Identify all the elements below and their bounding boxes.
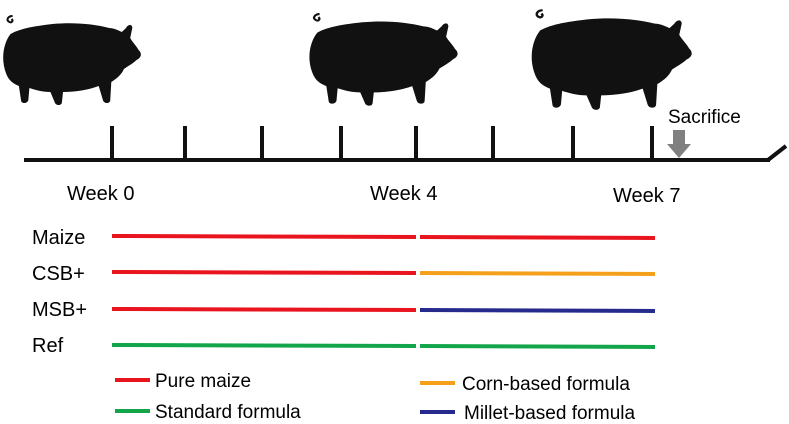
week-label-0: Week 0 xyxy=(67,183,134,205)
down-arrow-icon xyxy=(667,130,691,158)
legend-label: Corn-based formula xyxy=(462,374,630,395)
group-label: Ref xyxy=(32,335,64,357)
legend-label: Millet-based formula xyxy=(464,403,635,424)
group-row-maize: Maize xyxy=(32,227,656,249)
group-label: MSB+ xyxy=(32,299,87,321)
diet-segment-phase2 xyxy=(419,235,656,240)
legend-label: Standard formula xyxy=(155,402,301,423)
pig-week0-icon xyxy=(2,14,142,107)
pig-week7-icon xyxy=(530,9,693,112)
pig-week4-icon xyxy=(308,12,459,107)
legend-label: Pure maize xyxy=(155,371,251,392)
group-row-ref: Ref xyxy=(32,335,656,357)
diet-segment-phase2 xyxy=(419,344,656,349)
diet-segment-phase2 xyxy=(419,308,656,313)
diet-segment-phase1 xyxy=(111,270,417,275)
diet-segment-phase1 xyxy=(111,234,417,239)
diet-segment-phase1 xyxy=(111,307,417,312)
diet-segment-phase1 xyxy=(111,343,417,348)
group-label: Maize xyxy=(32,227,85,249)
sacrifice-label: Sacrifice xyxy=(668,107,741,128)
week-label-7: Week 7 xyxy=(613,185,680,207)
group-label: CSB+ xyxy=(32,263,85,285)
group-row-csb: CSB+ xyxy=(32,263,656,285)
timeline: Week 0 Week 4 Week 7 xyxy=(24,126,788,207)
group-row-msb: MSB+ xyxy=(32,299,656,321)
week-label-4: Week 4 xyxy=(370,183,437,205)
diet-segment-phase2 xyxy=(419,271,656,276)
timeline-end-tick xyxy=(766,144,788,162)
legend-item-millet-based-formula: Millet-based formula xyxy=(420,403,635,424)
legend-item-standard-formula: Standard formula xyxy=(115,402,301,423)
legend: Pure maize Standard formula Corn-based f… xyxy=(115,371,635,424)
sacrifice-marker: Sacrifice xyxy=(667,107,741,158)
legend-item-pure-maize: Pure maize xyxy=(115,371,251,392)
legend-item-corn-based-formula: Corn-based formula xyxy=(420,374,630,395)
